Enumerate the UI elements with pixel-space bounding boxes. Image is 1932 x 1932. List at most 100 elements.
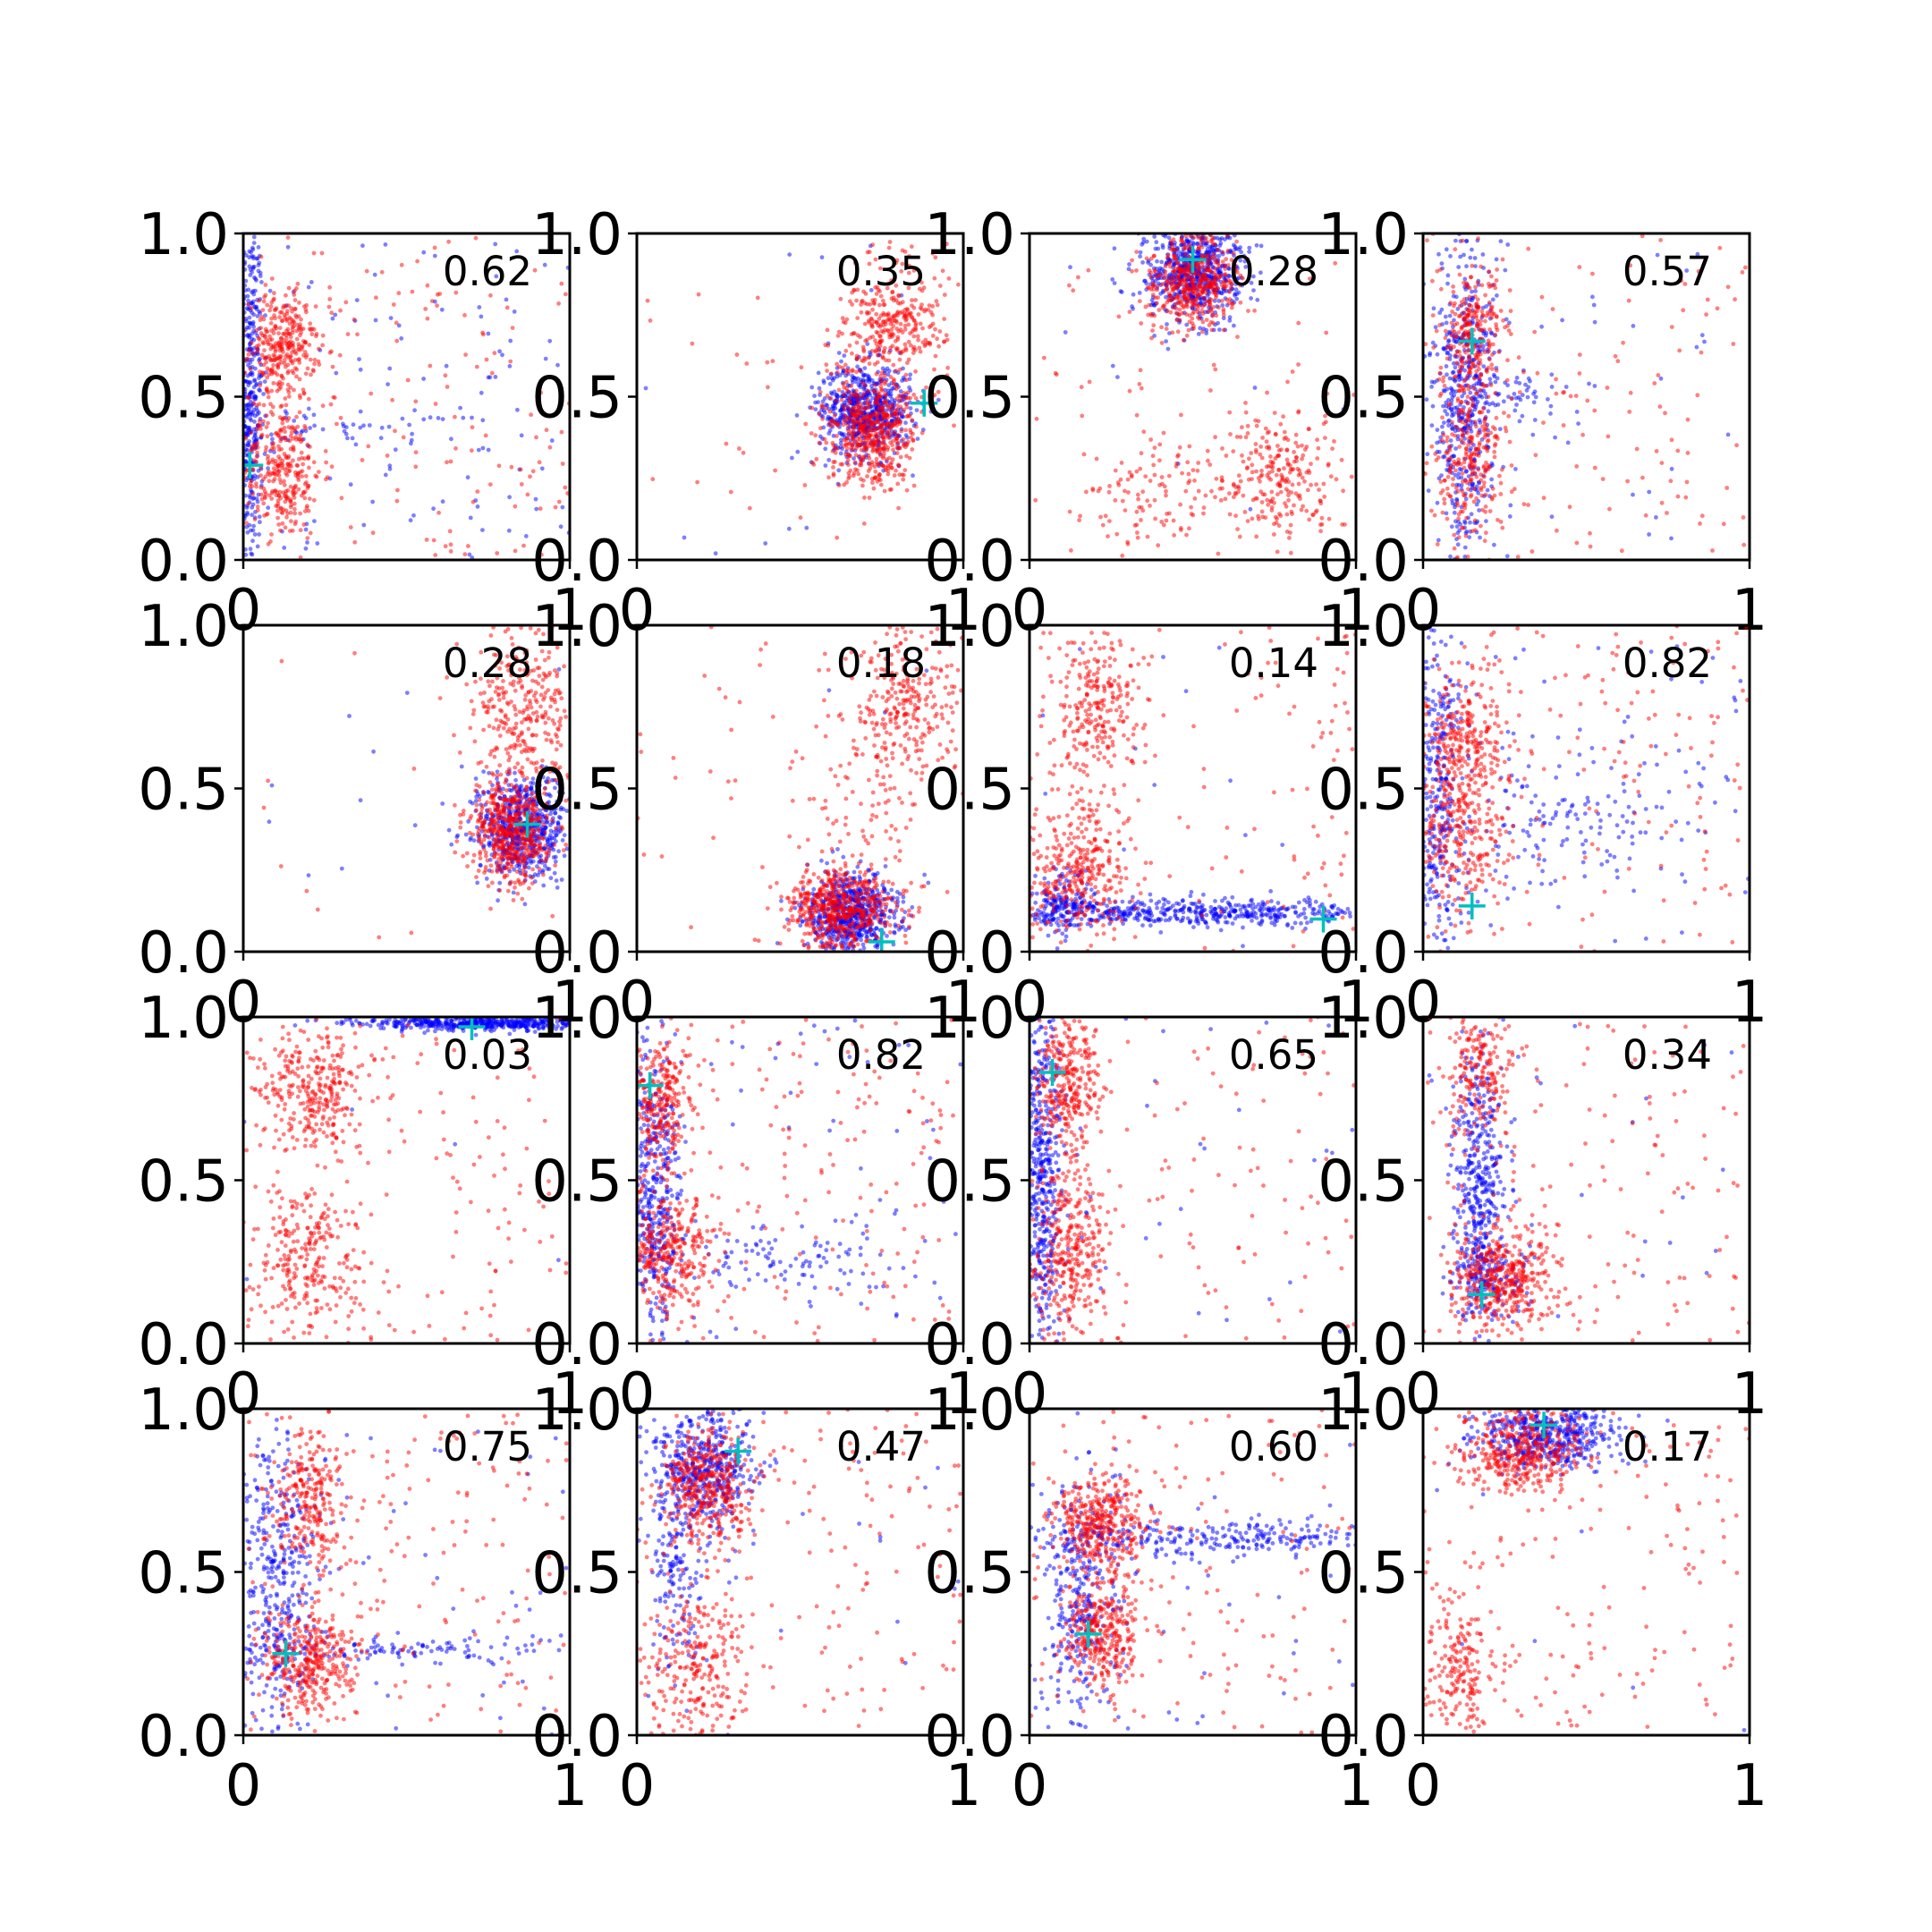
scatter-point <box>1212 270 1216 275</box>
scatter-point <box>877 266 883 271</box>
scatter-point <box>1253 442 1258 446</box>
scatter-point <box>538 390 544 395</box>
scatter-point <box>1455 530 1461 536</box>
scatter-point <box>855 333 860 338</box>
scatter-point <box>269 369 274 374</box>
scatter-point <box>1631 492 1635 497</box>
scatter-point <box>276 361 282 367</box>
scatter-point <box>1549 372 1555 377</box>
scatter-point <box>1452 510 1457 515</box>
scatter-point <box>448 542 453 547</box>
scatter-point <box>261 299 267 304</box>
scatter-point <box>1125 477 1131 482</box>
scatter-point <box>886 350 892 355</box>
scatter-point <box>1284 487 1289 492</box>
scatter-point <box>911 268 917 273</box>
scatter-point <box>300 428 305 434</box>
scatter-point <box>1222 272 1227 277</box>
scatter-point <box>1474 502 1479 507</box>
scatter-point <box>945 242 949 247</box>
scatter-point <box>900 261 905 267</box>
scatter-point <box>1235 527 1240 531</box>
scatter-point <box>1195 307 1200 311</box>
scatter-point <box>862 445 867 450</box>
scatter-point <box>1233 287 1239 292</box>
scatter-point <box>887 332 892 337</box>
scatter-point <box>1190 304 1195 309</box>
scatter-point <box>1216 305 1221 309</box>
scatter-point <box>1462 297 1467 301</box>
scatter-point <box>865 397 870 402</box>
scatter-point <box>1165 512 1169 516</box>
scatter-point <box>819 255 825 260</box>
scatter-point <box>1249 451 1254 455</box>
scatter-point <box>1138 254 1142 259</box>
scatter-point <box>252 432 258 437</box>
scatter-point <box>1155 258 1159 264</box>
scatter-point <box>251 436 257 441</box>
scatter-point <box>294 462 300 468</box>
scatter-point <box>874 292 879 296</box>
scatter-point <box>251 264 257 269</box>
scatter-point <box>1192 478 1197 483</box>
scatter-point <box>891 332 896 337</box>
scatter-point <box>942 292 947 297</box>
scatter-point <box>1250 516 1255 521</box>
scatter-point <box>254 454 259 459</box>
scatter-point <box>889 465 894 470</box>
scatter-point <box>493 375 498 379</box>
scatter-point <box>891 438 895 444</box>
scatter-point <box>1139 518 1143 522</box>
scatter-point <box>1131 306 1135 311</box>
scatter-point <box>851 447 856 453</box>
scatter-point <box>267 479 272 484</box>
scatter-point <box>1243 410 1249 415</box>
scatter-point <box>1483 333 1488 338</box>
scatter-point <box>853 377 858 381</box>
scatter-point <box>895 313 900 318</box>
scatter-point <box>1127 388 1132 394</box>
scatter-point <box>1328 474 1334 479</box>
scatter-point <box>428 363 433 369</box>
scatter-point <box>894 413 900 419</box>
scatter-point <box>1487 269 1492 274</box>
scatter-point <box>869 288 874 292</box>
scatter-point <box>453 446 458 451</box>
scatter-point <box>1473 264 1478 268</box>
scatter-point <box>902 391 906 395</box>
scatter-point <box>1316 445 1321 451</box>
scatter-point <box>1155 287 1159 292</box>
scatter-point <box>302 456 307 462</box>
scatter-point <box>432 253 437 258</box>
scatter-point <box>514 249 520 254</box>
scatter-point <box>864 401 869 405</box>
scatter-point <box>1148 270 1154 275</box>
scatter-point <box>1150 292 1156 297</box>
scatter-point <box>1469 429 1474 434</box>
scatter-point <box>1079 385 1084 390</box>
scatter-point <box>1034 416 1039 421</box>
scatter-point <box>266 505 271 511</box>
scatter-point <box>1213 367 1218 372</box>
scatter-point <box>258 383 263 388</box>
scatter-point <box>261 419 266 424</box>
scatter-point <box>282 452 287 456</box>
scatter-point <box>885 416 890 420</box>
scatter-point <box>927 341 931 345</box>
scatter-point <box>258 310 263 316</box>
scatter-point <box>843 348 849 353</box>
scatter-point <box>284 317 290 322</box>
scatter-point <box>412 408 417 413</box>
scatter-point <box>250 290 254 295</box>
scatter-point <box>292 292 297 297</box>
scatter-point <box>1191 513 1196 518</box>
scatter-point <box>370 499 375 504</box>
scatter-point <box>1165 279 1170 284</box>
scatter-point <box>816 370 821 376</box>
scatter-point <box>277 489 283 495</box>
scatter-point <box>860 416 866 420</box>
scatter-point <box>286 425 292 429</box>
scatter-point <box>486 331 491 336</box>
scatter-point <box>1168 309 1174 315</box>
scatter-point <box>338 415 343 420</box>
